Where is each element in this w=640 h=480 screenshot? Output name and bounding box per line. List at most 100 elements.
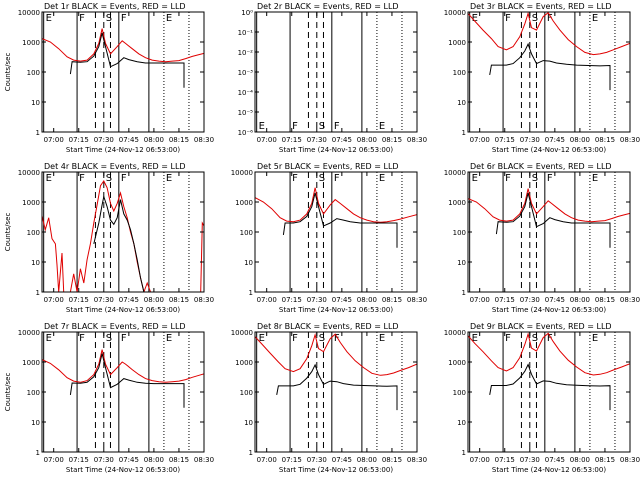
phase-label: F [79, 333, 85, 344]
phase-label: F [292, 333, 298, 344]
y-tick-label: 1000 [235, 199, 253, 207]
x-tick-label: 07:45 [119, 296, 139, 304]
x-tick-label: 07:30 [94, 296, 114, 304]
x-tick-label: 08:00 [144, 136, 164, 144]
phase-label: E [472, 173, 478, 184]
phase-label: F [292, 121, 298, 132]
x-tick-label: 08:00 [357, 456, 377, 464]
series-lld-line [42, 349, 204, 383]
x-tick-label: 08:30 [407, 456, 427, 464]
phase-label: E [259, 333, 265, 344]
phase-label: S [532, 333, 538, 344]
y-tick-label: 10 [244, 419, 253, 427]
x-tick-label: 07:00 [44, 456, 64, 464]
plot-frame [41, 331, 205, 453]
x-tick-label: 07:15 [495, 136, 515, 144]
x-tick-label: 08:00 [144, 296, 164, 304]
y-tick-label: 10⁻⁵ [238, 109, 254, 117]
y-tick-label: 1 [462, 129, 466, 137]
x-tick-label: 08:15 [595, 136, 615, 144]
series-lld-line [468, 188, 630, 223]
phase-label: E [46, 13, 52, 24]
x-tick-label: 07:45 [119, 456, 139, 464]
y-axis-label: Counts/sec [4, 373, 12, 412]
series-events-line [69, 353, 185, 408]
x-axis-label: Start Time (24-Nov-12 06:53:00) [492, 146, 606, 154]
y-tick-label: 10000 [231, 329, 253, 337]
x-tick-label: 08:15 [169, 456, 189, 464]
phase-label: E [379, 173, 385, 184]
series-events-line [489, 363, 611, 411]
phase-label: F [121, 13, 127, 24]
x-tick-label: 07:45 [332, 296, 352, 304]
y-tick-label: 1000 [235, 359, 253, 367]
phase-label: F [334, 173, 340, 184]
series-lld-line [468, 332, 630, 376]
y-tick-label: 100 [27, 229, 40, 237]
phase-label: E [259, 121, 265, 132]
y-tick-label: 1 [249, 289, 253, 297]
x-tick-label: 07:15 [282, 136, 302, 144]
series-events-line [489, 42, 611, 91]
x-tick-label: 08:00 [570, 136, 590, 144]
phase-label: F [505, 173, 511, 184]
phase-label: E [379, 121, 385, 132]
phase-label: F [292, 173, 298, 184]
y-tick-label: 1000 [448, 199, 466, 207]
x-axis-label: Start Time (24-Nov-12 06:53:00) [279, 306, 393, 314]
phase-label: F [121, 333, 127, 344]
x-tick-label: 07:45 [332, 456, 352, 464]
x-tick-label: 07:00 [257, 296, 277, 304]
y-tick-label: 10⁻³ [238, 69, 254, 77]
phase-label: F [334, 333, 340, 344]
y-tick-label: 100 [27, 69, 40, 77]
y-tick-label: 100 [27, 389, 40, 397]
plot-frame [41, 171, 205, 293]
x-tick-label: 07:30 [520, 136, 540, 144]
y-tick-label: 1000 [22, 199, 40, 207]
x-tick-label: 08:00 [570, 456, 590, 464]
y-axis-label: Counts/sec [4, 53, 12, 92]
phase-label: F [547, 13, 553, 24]
y-tick-label: 10000 [444, 9, 466, 17]
x-tick-label: 08:30 [194, 456, 214, 464]
phase-label: E [166, 333, 172, 344]
y-tick-label: 10⁻⁴ [238, 89, 254, 97]
phase-label: S [532, 173, 538, 184]
x-tick-label: 07:30 [94, 136, 114, 144]
x-axis-label: Start Time (24-Nov-12 06:53:00) [66, 466, 180, 474]
y-tick-label: 10 [457, 99, 466, 107]
x-tick-label: 08:15 [382, 136, 402, 144]
phase-label: S [106, 13, 112, 24]
series-events-line [276, 363, 398, 411]
y-tick-label: 100 [453, 229, 466, 237]
panel-title: Det 7r BLACK = Events, RED = LLD [44, 322, 186, 331]
y-tick-label: 10000 [18, 329, 40, 337]
y-tick-label: 1000 [448, 39, 466, 47]
phase-label: E [379, 333, 385, 344]
x-tick-label: 08:30 [407, 136, 427, 144]
x-tick-label: 07:30 [307, 136, 327, 144]
y-tick-label: 1 [36, 449, 40, 457]
phase-label: E [592, 13, 598, 24]
phase-label: E [472, 13, 478, 24]
series-events-line [93, 194, 145, 292]
x-tick-label: 07:30 [520, 296, 540, 304]
phase-label: E [472, 333, 478, 344]
x-tick-label: 07:00 [44, 136, 64, 144]
x-tick-label: 07:00 [470, 296, 490, 304]
phase-label: F [79, 13, 85, 24]
x-tick-label: 08:30 [620, 456, 640, 464]
x-tick-label: 07:15 [69, 456, 89, 464]
plot-frame [467, 171, 631, 293]
series-lld-line [468, 12, 630, 56]
series-events-line [69, 32, 185, 88]
y-tick-label: 10⁰ [241, 9, 253, 17]
x-axis-label: Start Time (24-Nov-12 06:53:00) [492, 466, 606, 474]
x-tick-label: 08:30 [194, 296, 214, 304]
plot-frame [254, 171, 418, 293]
